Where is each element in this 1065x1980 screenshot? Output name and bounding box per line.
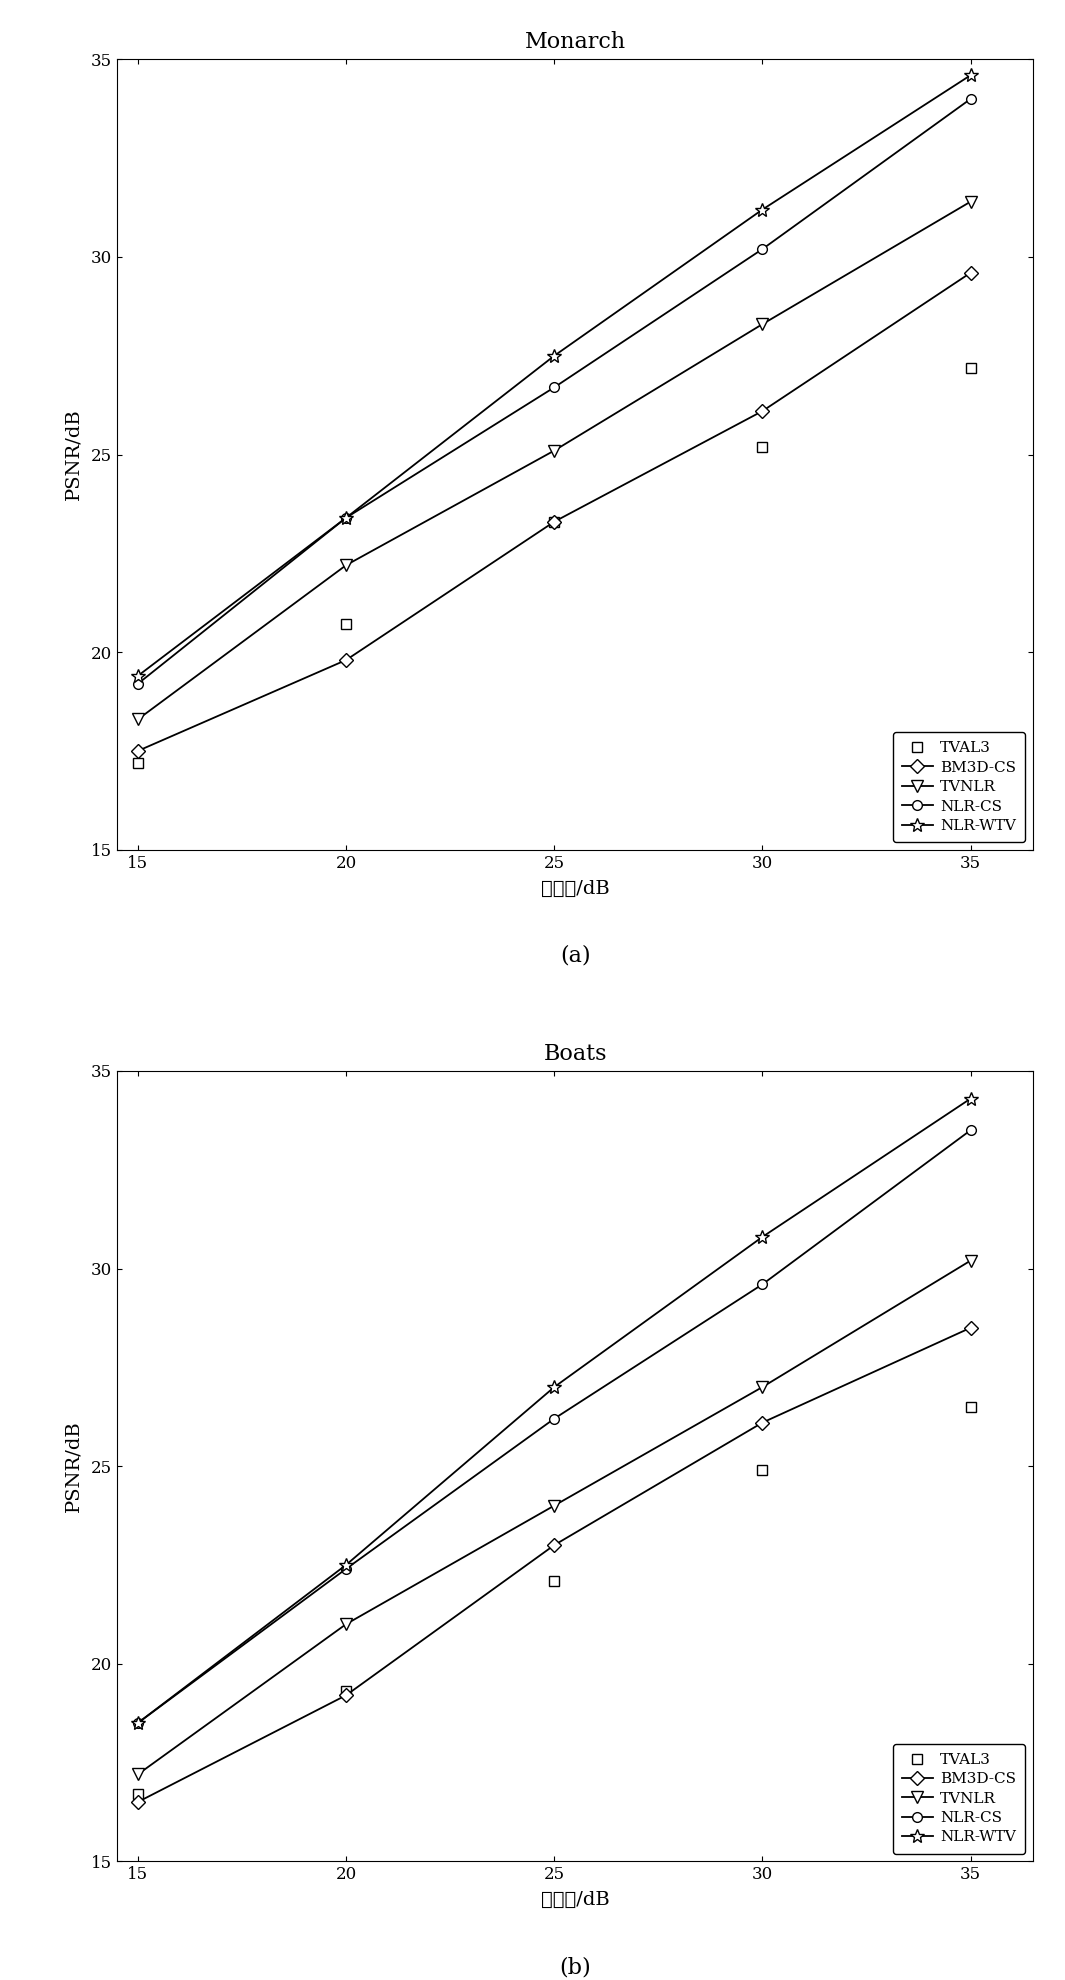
Line: TVAL3: TVAL3 (133, 1402, 976, 1800)
X-axis label: 信噪比/dB: 信噪比/dB (541, 1891, 609, 1909)
TVAL3 (547, 509, 560, 533)
TVNLR (340, 1612, 353, 1635)
NLR-WTV (132, 1711, 145, 1734)
TVNLR (756, 313, 769, 337)
BM3D-CS (756, 1410, 769, 1434)
Line: NLR-CS: NLR-CS (133, 95, 976, 689)
Y-axis label: PSNR/dB: PSNR/dB (65, 1420, 83, 1513)
NLR-WTV (756, 198, 769, 222)
NLR-CS (340, 505, 353, 529)
TVNLR (340, 552, 353, 576)
Title: Monarch: Monarch (525, 32, 625, 53)
TVAL3 (964, 356, 977, 380)
TVAL3 (132, 750, 145, 774)
NLR-CS (547, 1406, 560, 1430)
TVNLR (756, 1376, 769, 1400)
BM3D-CS (547, 509, 560, 533)
NLR-CS (132, 671, 145, 695)
NLR-CS (964, 1119, 977, 1142)
Line: NLR-CS: NLR-CS (133, 1125, 976, 1729)
BM3D-CS (547, 1533, 560, 1556)
NLR-CS (964, 87, 977, 111)
TVAL3 (340, 612, 353, 636)
Legend: TVAL3, BM3D-CS, TVNLR, NLR-CS, NLR-WTV: TVAL3, BM3D-CS, TVNLR, NLR-CS, NLR-WTV (892, 733, 1026, 842)
BM3D-CS (132, 1790, 145, 1814)
NLR-CS (756, 238, 769, 261)
NLR-CS (340, 1556, 353, 1580)
TVNLR (132, 707, 145, 731)
NLR-WTV (340, 505, 353, 529)
NLR-CS (547, 376, 560, 400)
Line: NLR-WTV: NLR-WTV (131, 1091, 978, 1731)
Text: (b): (b) (559, 1956, 591, 1978)
NLR-CS (756, 1273, 769, 1297)
TVAL3 (340, 1679, 353, 1703)
TVAL3 (756, 436, 769, 459)
Legend: TVAL3, BM3D-CS, TVNLR, NLR-CS, NLR-WTV: TVAL3, BM3D-CS, TVNLR, NLR-CS, NLR-WTV (892, 1744, 1026, 1853)
NLR-WTV (756, 1226, 769, 1249)
Line: TVNLR: TVNLR (132, 1255, 977, 1780)
TVAL3 (547, 1568, 560, 1592)
TVNLR (547, 440, 560, 463)
Text: (a): (a) (560, 944, 590, 966)
Title: Boats: Boats (543, 1043, 607, 1065)
NLR-WTV (340, 1552, 353, 1576)
TVNLR (964, 190, 977, 214)
BM3D-CS (756, 400, 769, 424)
NLR-WTV (132, 663, 145, 687)
NLR-WTV (547, 345, 560, 368)
TVAL3 (964, 1396, 977, 1420)
BM3D-CS (340, 647, 353, 671)
TVNLR (964, 1249, 977, 1273)
BM3D-CS (132, 739, 145, 762)
Line: BM3D-CS: BM3D-CS (133, 1323, 976, 1808)
Y-axis label: PSNR/dB: PSNR/dB (65, 408, 83, 501)
TVAL3 (756, 1457, 769, 1481)
BM3D-CS (964, 261, 977, 285)
TVNLR (132, 1762, 145, 1786)
NLR-WTV (964, 63, 977, 87)
BM3D-CS (340, 1683, 353, 1707)
NLR-WTV (547, 1376, 560, 1400)
BM3D-CS (964, 1317, 977, 1340)
NLR-WTV (964, 1087, 977, 1111)
Line: TVAL3: TVAL3 (133, 362, 976, 768)
Line: TVNLR: TVNLR (132, 196, 977, 725)
TVAL3 (132, 1782, 145, 1806)
TVNLR (547, 1493, 560, 1517)
Line: NLR-WTV: NLR-WTV (131, 67, 978, 683)
Line: BM3D-CS: BM3D-CS (133, 267, 976, 756)
NLR-CS (132, 1711, 145, 1734)
X-axis label: 信噪比/dB: 信噪比/dB (541, 879, 609, 897)
